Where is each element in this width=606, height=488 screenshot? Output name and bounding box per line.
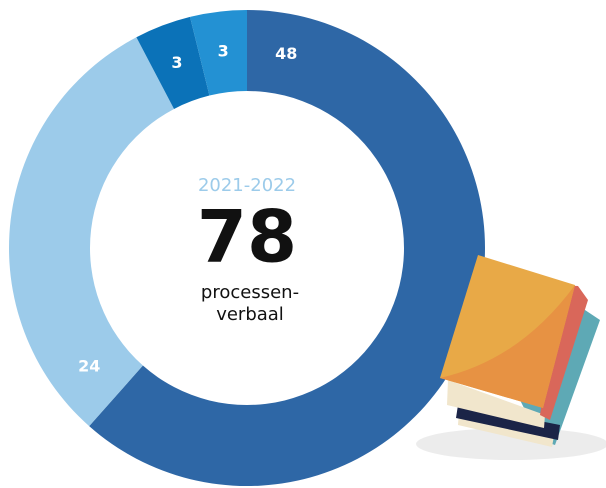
center-label: verbaal [216, 304, 284, 325]
donut-segment [8, 37, 175, 427]
donut-segment [190, 10, 247, 96]
donut-segment [89, 10, 485, 486]
segment-label: 3 [171, 53, 182, 72]
center-label: processen- [201, 282, 299, 303]
books-illustration [416, 255, 606, 460]
segment-label: 48 [275, 44, 297, 63]
segment-label: 3 [218, 41, 229, 60]
center-title: 2021-2022 [198, 175, 296, 196]
donut-segment [136, 16, 210, 109]
segment-label: 24 [78, 356, 100, 375]
donut [8, 10, 485, 486]
center-value: 78 [197, 195, 297, 279]
